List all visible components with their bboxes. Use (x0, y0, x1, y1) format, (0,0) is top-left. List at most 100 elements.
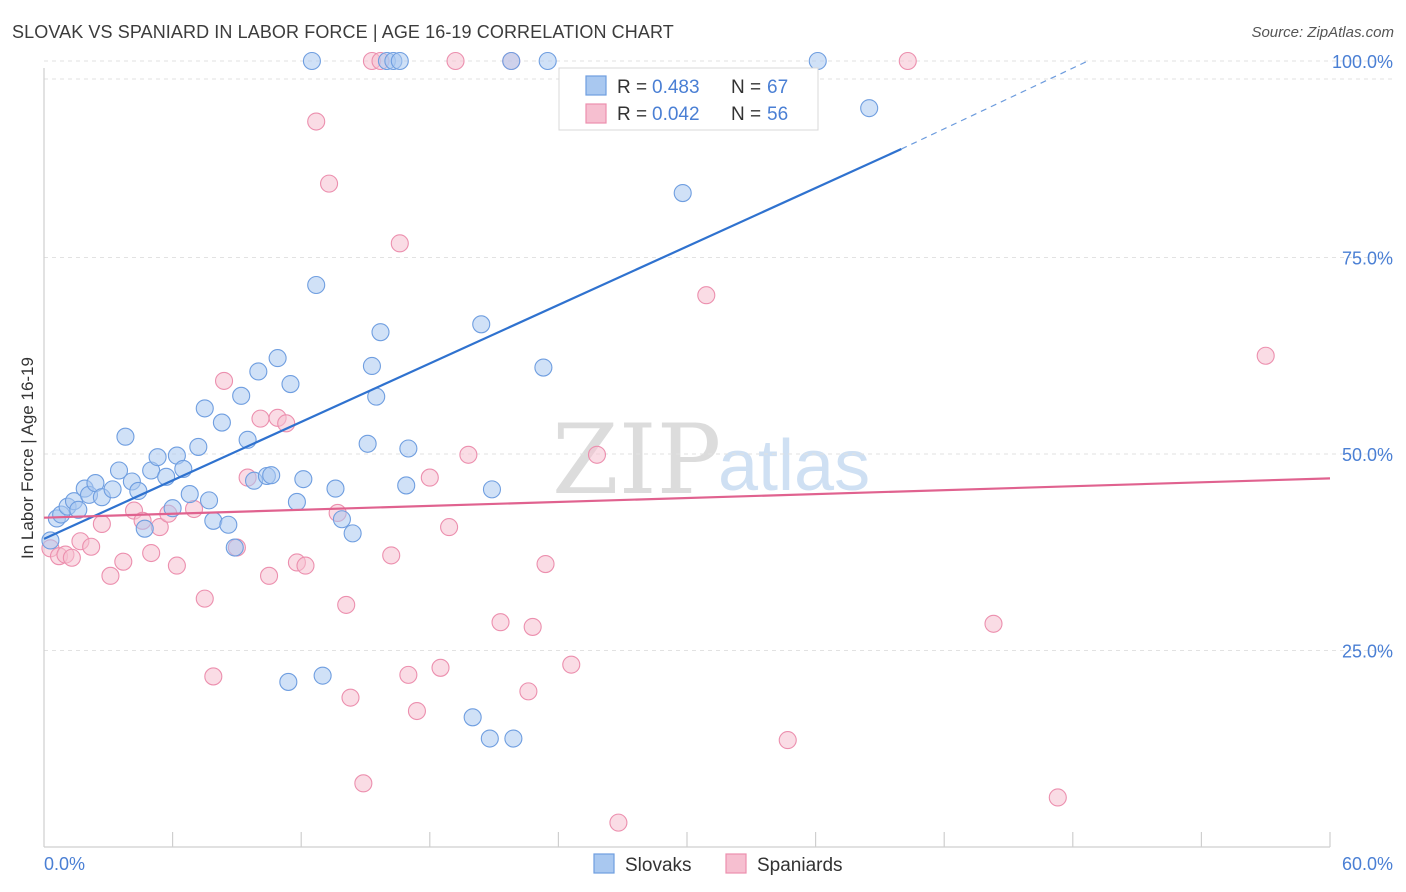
point-slovaks-17 (149, 449, 166, 466)
point-slovaks-23 (190, 438, 207, 455)
point-spaniards-27 (308, 113, 325, 130)
x-tick-label-max: 60.0% (1342, 854, 1393, 874)
point-spaniards-51 (610, 814, 627, 831)
point-slovaks-10 (104, 481, 121, 498)
point-spaniards-54 (899, 53, 916, 70)
point-spaniards-5 (83, 538, 100, 555)
point-slovaks-24 (196, 400, 213, 417)
point-slovaks-30 (233, 387, 250, 404)
point-spaniards-53 (779, 732, 796, 749)
point-spaniards-47 (524, 618, 541, 635)
point-spaniards-16 (196, 590, 213, 607)
point-slovaks-27 (213, 414, 230, 431)
y-tick-label-25: 25.0% (1342, 642, 1393, 662)
point-spaniards-46 (520, 683, 537, 700)
point-spaniards-57 (1257, 347, 1274, 364)
point-spaniards-22 (261, 567, 278, 584)
point-slovaks-63 (539, 53, 556, 70)
point-spaniards-8 (115, 553, 132, 570)
legend-n-value-slovaks: 67 (767, 77, 788, 98)
point-spaniards-43 (460, 446, 477, 463)
legend-swatch-slovaks (586, 76, 606, 95)
legend-r-value-spaniards: 0.042 (652, 104, 700, 125)
point-spaniards-32 (355, 775, 372, 792)
point-spaniards-48 (537, 556, 554, 573)
bottom-legend: Slovaks Spaniards (594, 854, 843, 876)
y-tick-label-100: 100.0% (1332, 52, 1393, 72)
point-slovaks-66 (861, 100, 878, 117)
point-slovaks-53 (391, 53, 408, 70)
point-slovaks-36 (269, 350, 286, 367)
legend-r-label-spaniards: R = (617, 104, 647, 125)
point-spaniards-18 (216, 372, 233, 389)
point-slovaks-58 (483, 481, 500, 498)
bottom-legend-swatch-slovaks (594, 854, 614, 873)
point-spaniards-37 (400, 666, 417, 683)
y-tick-label-50: 50.0% (1342, 445, 1393, 465)
point-spaniards-3 (63, 549, 80, 566)
point-slovaks-33 (250, 363, 267, 380)
point-slovaks-42 (308, 277, 325, 294)
point-spaniards-31 (342, 689, 359, 706)
legend-n-label-slovaks: N = (731, 77, 761, 98)
point-slovaks-65 (809, 53, 826, 70)
point-spaniards-55 (985, 615, 1002, 632)
point-slovaks-26 (205, 512, 222, 529)
point-slovaks-0 (42, 532, 59, 549)
point-slovaks-39 (295, 471, 312, 488)
point-spaniards-52 (698, 287, 715, 304)
point-spaniards-38 (408, 703, 425, 720)
legend-r-value-slovaks: 0.483 (652, 77, 700, 98)
point-slovaks-44 (327, 480, 344, 497)
point-spaniards-14 (168, 557, 185, 574)
point-slovaks-50 (372, 324, 389, 341)
point-spaniards-11 (143, 545, 160, 562)
point-spaniards-7 (102, 567, 119, 584)
legend-swatch-spaniards (586, 104, 606, 123)
legend: R = 0.483 N = 67 R = 0.042 N = 56 (559, 68, 818, 130)
point-spaniards-41 (441, 519, 458, 536)
point-slovaks-40 (280, 673, 297, 690)
point-slovaks-45 (333, 511, 350, 528)
bottom-legend-label-spaniards: Spaniards (757, 855, 843, 876)
point-slovaks-28 (220, 516, 237, 533)
point-spaniards-40 (432, 659, 449, 676)
point-slovaks-29 (226, 539, 243, 556)
point-spaniards-6 (93, 515, 110, 532)
point-slovaks-56 (464, 709, 481, 726)
point-slovaks-22 (181, 486, 198, 503)
point-slovaks-57 (473, 316, 490, 333)
point-spaniards-36 (391, 235, 408, 252)
point-slovaks-46 (344, 525, 361, 542)
point-spaniards-56 (1049, 789, 1066, 806)
point-slovaks-37 (282, 376, 299, 393)
point-slovaks-25 (201, 492, 218, 509)
point-slovaks-38 (288, 493, 305, 510)
point-spaniards-21 (252, 410, 269, 427)
point-spaniards-35 (383, 547, 400, 564)
point-spaniards-26 (297, 557, 314, 574)
point-slovaks-64 (674, 185, 691, 202)
point-spaniards-30 (338, 596, 355, 613)
point-slovaks-35 (263, 467, 280, 484)
point-slovaks-61 (505, 730, 522, 747)
legend-n-value-spaniards: 56 (767, 104, 788, 125)
gridlines (44, 61, 1392, 651)
point-spaniards-50 (588, 446, 605, 463)
x-tick-label-min: 0.0% (44, 854, 85, 874)
bottom-legend-label-slovaks: Slovaks (625, 855, 692, 876)
y-axis-label: In Labor Force | Age 16-19 (18, 357, 37, 559)
y-tick-label-75: 75.0% (1342, 249, 1393, 269)
point-spaniards-28 (321, 175, 338, 192)
point-spaniards-39 (421, 469, 438, 486)
point-spaniards-49 (563, 656, 580, 673)
point-slovaks-47 (359, 435, 376, 452)
bottom-legend-swatch-spaniards (726, 854, 746, 873)
point-spaniards-44 (492, 614, 509, 631)
point-slovaks-41 (303, 53, 320, 70)
legend-n-label-spaniards: N = (731, 104, 761, 125)
point-slovaks-15 (136, 520, 153, 537)
point-slovaks-54 (398, 477, 415, 494)
point-slovaks-59 (481, 730, 498, 747)
